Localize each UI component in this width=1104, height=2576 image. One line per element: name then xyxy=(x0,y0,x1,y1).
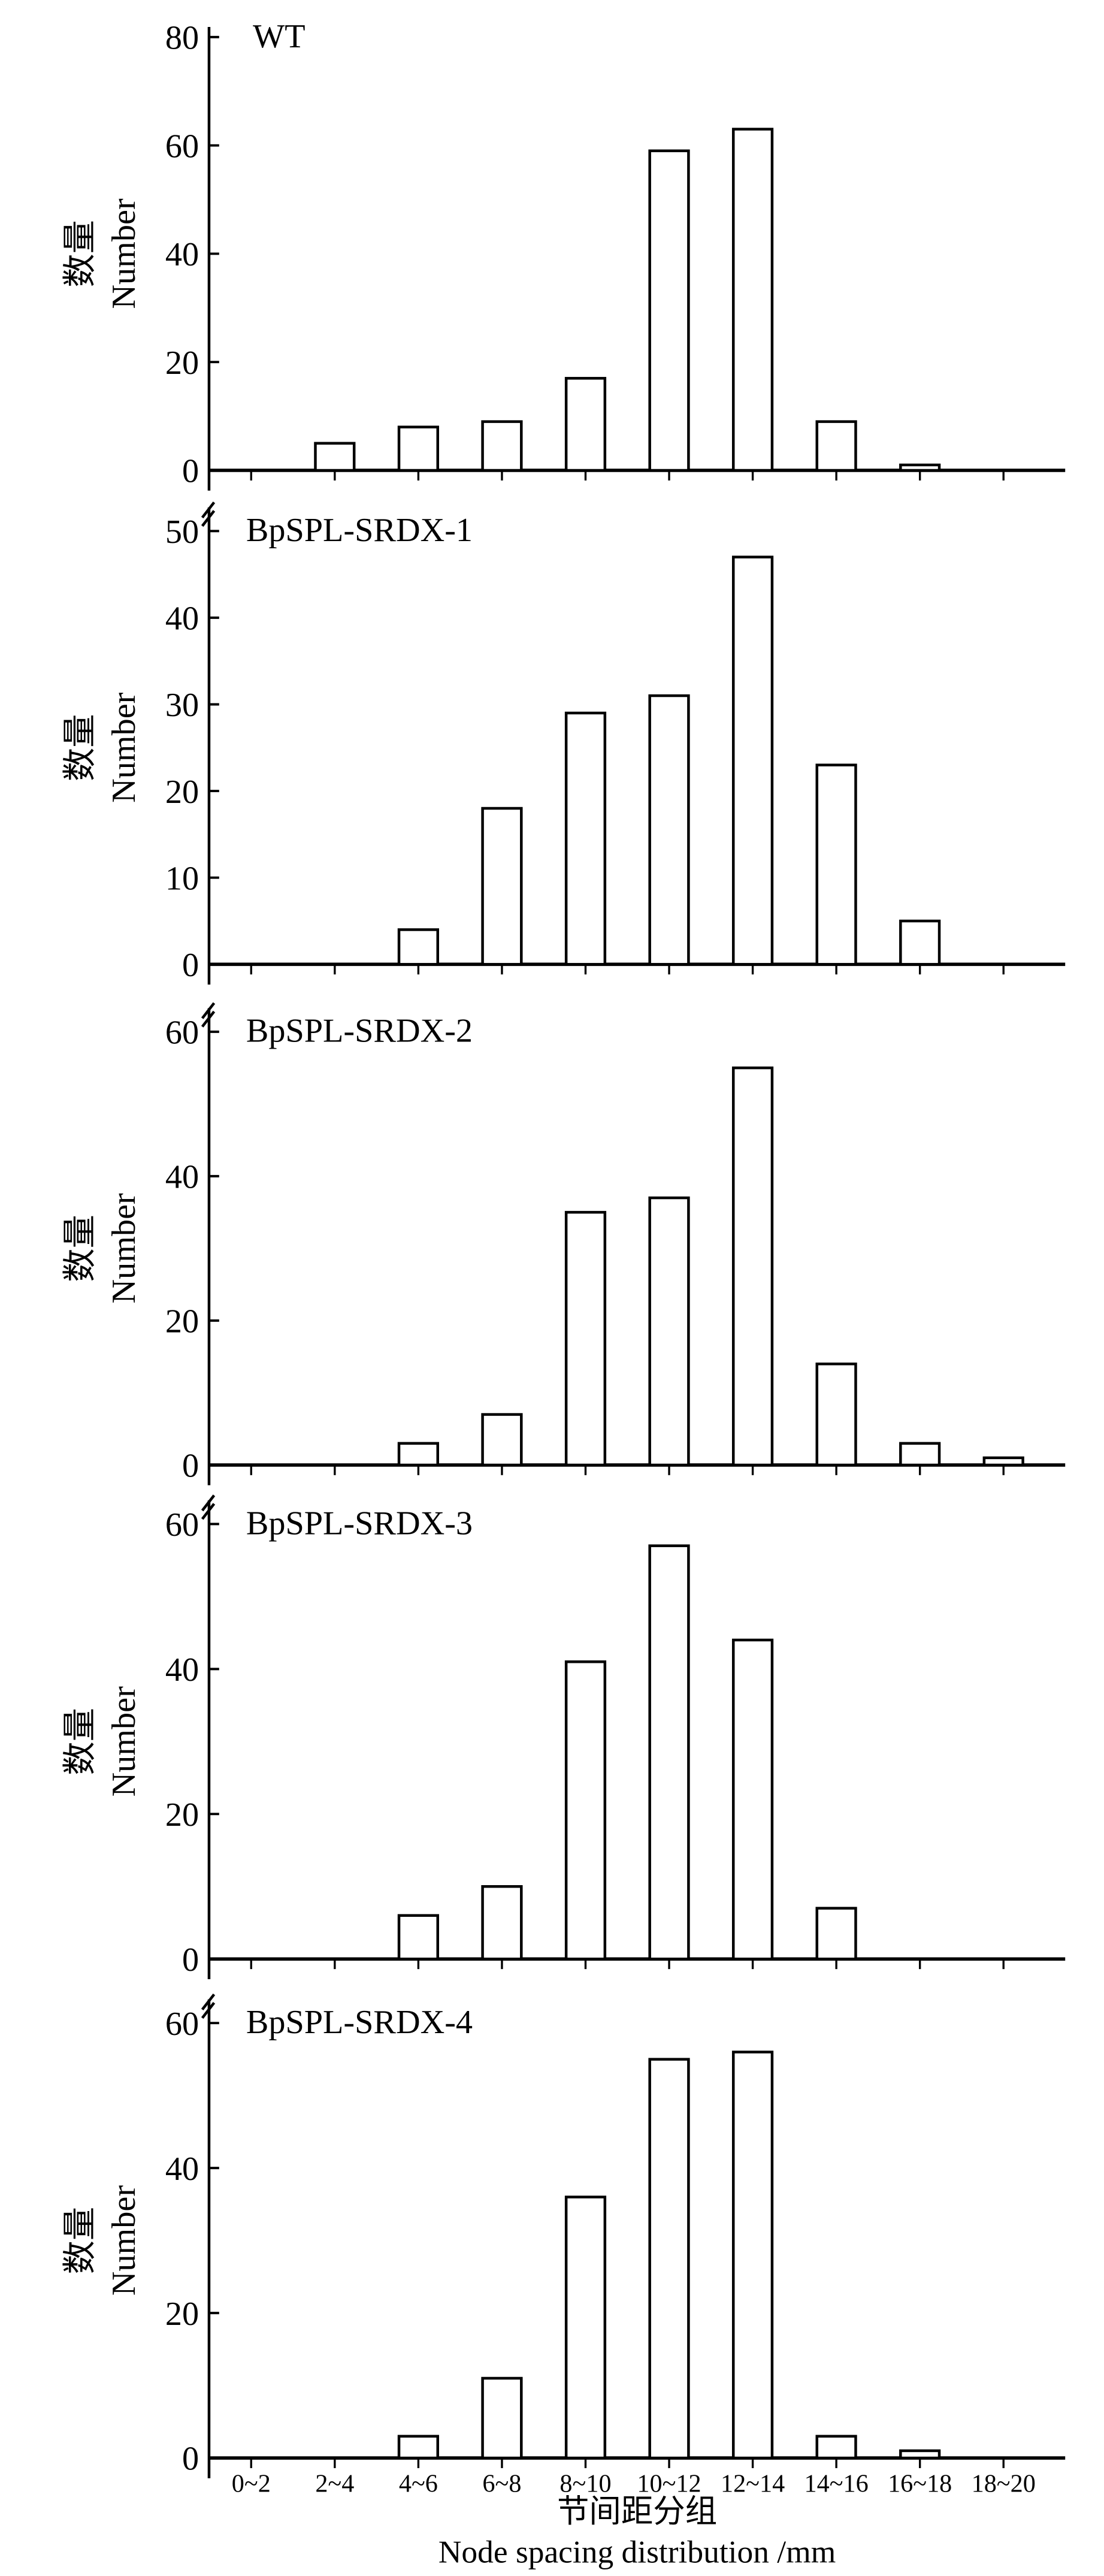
bar-2~4 xyxy=(314,442,356,472)
x-axis-label-cn: 节间距分组 xyxy=(557,2493,717,2529)
bar-16~18 xyxy=(899,1442,941,1467)
bar-10~12 xyxy=(648,1544,690,1961)
axis-break-mark xyxy=(201,1010,216,1028)
bar-16~18 xyxy=(899,463,941,472)
bar-18~20 xyxy=(982,1456,1024,1467)
x-axis-label-en: Node spacing distribution /mm xyxy=(438,2533,836,2569)
y-tick-label: 20 xyxy=(165,774,199,811)
y-axis-label-cn: 数量 xyxy=(62,220,99,288)
y-tick-label: 80 xyxy=(165,20,199,57)
y-tick-label: 0 xyxy=(182,947,199,984)
bar-4~6 xyxy=(397,2435,439,2460)
bar-12~14 xyxy=(731,1066,774,1467)
x-tick-label: 18~20 xyxy=(972,2469,1036,2498)
bar-8~10 xyxy=(564,377,607,472)
panel-title: BpSPL-SRDX-4 xyxy=(246,2004,473,2041)
y-tick-label: 40 xyxy=(165,236,199,273)
bar-6~8 xyxy=(481,1885,523,1961)
axis-break-mark xyxy=(201,1503,216,1520)
y-axis-label-cn: 数量 xyxy=(62,714,99,782)
y-tick-label: 0 xyxy=(182,453,199,490)
axis-break-mark xyxy=(201,2002,216,2019)
bar-14~16 xyxy=(815,1362,857,1467)
y-tick-label: 50 xyxy=(165,514,199,551)
panel-title: BpSPL-SRDX-2 xyxy=(246,1013,473,1050)
y-tick-label: 60 xyxy=(165,2006,199,2043)
x-tick-label: 10~12 xyxy=(637,2469,701,2498)
bar-8~10 xyxy=(564,1210,607,1467)
bar-6~8 xyxy=(481,807,523,966)
x-tick-label: 16~18 xyxy=(888,2469,952,2498)
y-tick-label: 20 xyxy=(165,1796,199,1834)
bar-16~18 xyxy=(899,2449,941,2460)
y-tick-label: 0 xyxy=(182,1941,199,1979)
y-tick-label: 10 xyxy=(165,860,199,897)
y-tick-label: 0 xyxy=(182,2441,199,2478)
bar-14~16 xyxy=(815,1907,857,1961)
y-axis-label-en: Number xyxy=(105,1193,143,1304)
bar-6~8 xyxy=(481,1413,523,1467)
x-tick-label: 6~8 xyxy=(482,2469,521,2498)
bar-4~6 xyxy=(397,928,439,966)
bar-14~16 xyxy=(815,2435,857,2460)
bar-10~12 xyxy=(648,149,690,472)
bar-4~6 xyxy=(397,425,439,472)
bar-8~10 xyxy=(564,711,607,966)
bar-6~8 xyxy=(481,420,523,472)
y-tick-label: 0 xyxy=(182,1448,199,1485)
panel-title: BpSPL-SRDX-1 xyxy=(246,512,473,549)
x-tick-label: 4~6 xyxy=(399,2469,438,2498)
panel-title: BpSPL-SRDX-3 xyxy=(246,1505,473,1542)
x-tick-label: 2~4 xyxy=(315,2469,354,2498)
bar-4~6 xyxy=(397,1914,439,1961)
x-tick-label: 14~16 xyxy=(804,2469,869,2498)
axis-break-mark xyxy=(201,502,216,519)
bar-10~12 xyxy=(648,694,690,966)
y-axis-label-en: Number xyxy=(105,1686,143,1797)
y-axis-label-cn: 数量 xyxy=(62,2207,99,2275)
bar-12~14 xyxy=(731,2050,774,2460)
x-tick-label: 12~14 xyxy=(721,2469,785,2498)
panel-title: WT xyxy=(253,18,305,55)
y-tick-label: 20 xyxy=(165,2296,199,2333)
y-tick-label: 20 xyxy=(165,345,199,382)
y-tick-label: 40 xyxy=(165,600,199,638)
bar-6~8 xyxy=(481,2376,523,2460)
bar-10~12 xyxy=(648,2058,690,2460)
y-tick-label: 40 xyxy=(165,2151,199,2188)
y-tick-label: 60 xyxy=(165,128,199,165)
x-tick-label: 8~10 xyxy=(559,2469,611,2498)
y-axis-label-en: Number xyxy=(105,2185,143,2296)
axis-break-mark xyxy=(201,1494,216,1512)
bar-14~16 xyxy=(815,763,857,966)
bar-14~16 xyxy=(815,420,857,472)
bar-12~14 xyxy=(731,128,774,472)
y-axis-label-cn: 数量 xyxy=(62,1708,99,1775)
y-tick-label: 40 xyxy=(165,1651,199,1689)
y-axis-label-en: Number xyxy=(105,198,143,309)
axis-break-mark xyxy=(201,1993,216,2011)
bar-16~18 xyxy=(899,919,941,966)
y-tick-label: 40 xyxy=(165,1159,199,1196)
y-tick-label: 60 xyxy=(165,1506,199,1544)
axis-break-mark xyxy=(201,510,216,527)
bar-4~6 xyxy=(397,1442,439,1467)
x-tick-label: 0~2 xyxy=(232,2469,271,2498)
y-axis-label-cn: 数量 xyxy=(62,1215,99,1282)
bar-12~14 xyxy=(731,555,774,966)
y-tick-label: 30 xyxy=(165,687,199,724)
bar-8~10 xyxy=(564,2196,607,2460)
y-tick-label: 60 xyxy=(165,1014,199,1052)
bar-12~14 xyxy=(731,1638,774,1961)
axis-break-mark xyxy=(201,1002,216,1019)
y-axis-label-en: Number xyxy=(105,692,143,803)
bar-10~12 xyxy=(648,1196,690,1467)
bar-8~10 xyxy=(564,1660,607,1961)
y-tick-label: 20 xyxy=(165,1303,199,1340)
